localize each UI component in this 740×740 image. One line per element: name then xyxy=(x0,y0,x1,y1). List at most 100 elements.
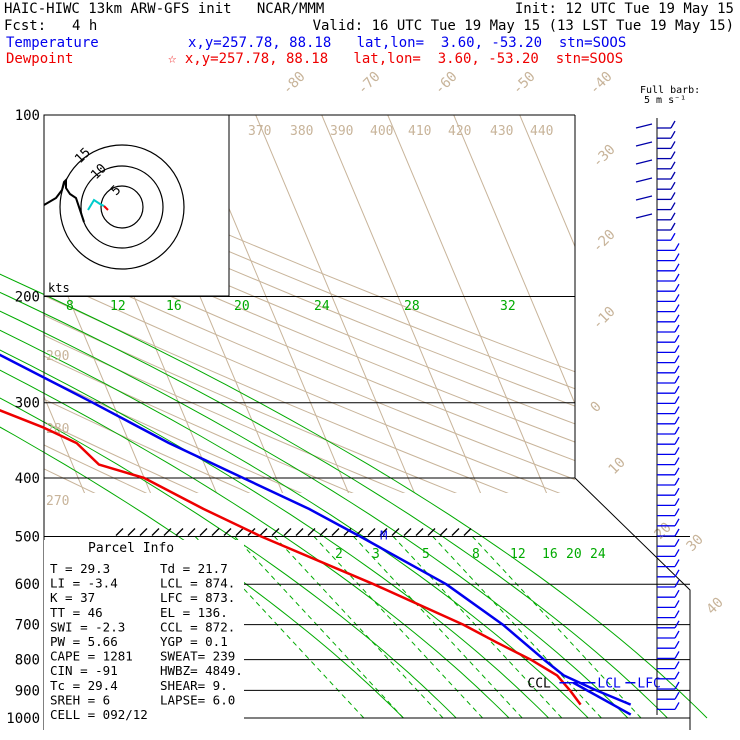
wind-barb-flag xyxy=(674,661,680,669)
wind-barb-flag xyxy=(674,589,680,598)
wind-barb-flag xyxy=(674,600,680,608)
wind-barb-flag xyxy=(674,385,680,394)
moist-adiabat xyxy=(0,273,708,719)
wind-barb-flag xyxy=(674,681,680,690)
pressure-label: 400 xyxy=(15,471,40,487)
dry-adiabat-label: 370 xyxy=(248,124,271,139)
mixing-ratio-label: 5 xyxy=(422,547,430,562)
upper-wind-barb xyxy=(635,159,653,165)
dry-adiabat-label: 410 xyxy=(408,124,431,139)
wind-barb-flag xyxy=(670,171,676,180)
dry-adiabat xyxy=(44,203,575,425)
forecast-label: Fcst: xyxy=(4,18,47,34)
wind-barb-flag xyxy=(674,640,680,649)
hatch-mark xyxy=(403,528,412,536)
isotherm-label: -10 xyxy=(590,304,619,333)
pressure-label: 800 xyxy=(15,653,40,669)
mixing-ratio-label: 16 xyxy=(542,547,558,562)
moist-adiabat-label: 24 xyxy=(314,299,330,314)
wind-barb-flag xyxy=(674,375,680,384)
dry-adiabat-label: 420 xyxy=(448,124,471,139)
hatch-mark xyxy=(259,528,268,536)
upper-wind-barb xyxy=(635,213,653,219)
dry-adiabat xyxy=(44,153,575,373)
wind-barb-flag xyxy=(674,610,680,618)
dry-adiabat-lines xyxy=(44,153,575,493)
isotherm xyxy=(321,115,482,493)
model-title: HAIC-HIWC 13km ARW-GFS init NCAR/MMM xyxy=(4,1,325,17)
upper-wind-barb xyxy=(635,177,653,183)
wind-barb-flag xyxy=(670,130,676,139)
moist-adiabat-label: 8 xyxy=(66,299,74,314)
wind-barb-flag xyxy=(674,671,680,680)
dry-adiabat-label: 290 xyxy=(46,349,69,364)
wind-barb-flag xyxy=(674,518,680,527)
parcel-info-value: Tc = 29.4 xyxy=(50,678,118,693)
hatch-mark xyxy=(463,528,472,536)
parcel-info-value: LFC = 873. xyxy=(160,590,235,605)
hatch-mark xyxy=(211,528,220,536)
isotherm-label: -60 xyxy=(432,69,461,98)
hatch-mark xyxy=(235,528,244,536)
hatch-mark xyxy=(427,528,436,536)
forecast-hour: 4 h xyxy=(72,18,98,34)
pressure-label: 900 xyxy=(15,683,40,699)
pressure-label: 600 xyxy=(15,577,40,593)
wind-barb-flag xyxy=(674,263,680,272)
melting-level-label: M xyxy=(380,528,387,542)
dry-adiabat-label: 380 xyxy=(290,124,313,139)
wind-barb-flag xyxy=(670,192,676,200)
isotherm-label: -40 xyxy=(587,69,616,98)
dewpoint-trace xyxy=(0,409,582,706)
isotherm-label: 30 xyxy=(684,532,707,555)
wind-barb-flag xyxy=(674,457,680,465)
pressure-label: 700 xyxy=(15,618,40,634)
hatch-mark xyxy=(391,528,400,536)
hodograph-trace-upper xyxy=(43,177,85,223)
parcel-info-value: HWBZ= 4849. xyxy=(160,663,243,678)
isotherm-label: 0 xyxy=(588,399,605,416)
wind-barb-flag xyxy=(674,426,680,435)
wind-barb-flag xyxy=(674,487,680,496)
isotherm xyxy=(453,115,575,406)
wind-barb-flag xyxy=(674,498,680,506)
dry-adiabat xyxy=(44,186,575,407)
parcel-info-value: K = 37 xyxy=(50,590,95,605)
moist-adiabat-label: 28 xyxy=(404,299,420,314)
hatch-mark xyxy=(115,528,124,536)
pressure-label: 500 xyxy=(15,529,40,545)
wind-barb-flag xyxy=(670,141,676,149)
moist-adiabat xyxy=(0,310,629,719)
hatch-mark xyxy=(187,528,196,536)
wind-barb-flag xyxy=(674,620,680,629)
wind-barb-flag xyxy=(674,283,680,292)
isotherm-label: 10 xyxy=(606,455,629,478)
wind-barb-flag xyxy=(674,396,680,404)
moist-adiabat xyxy=(0,329,589,719)
moist-adiabat xyxy=(0,291,668,719)
wind-barb-flag xyxy=(670,181,676,190)
temperature-legend-label: Temperature xyxy=(6,35,99,51)
hatch-mark xyxy=(283,528,292,536)
moist-adiabat-label: 12 xyxy=(110,299,126,314)
wind-barb-flag xyxy=(674,406,680,414)
lfc-label: LFC xyxy=(637,677,660,692)
wind-barb-flag xyxy=(674,365,680,374)
parcel-info-value: EL = 136. xyxy=(160,605,228,620)
wind-barbs xyxy=(635,118,680,715)
moist-adiabat-label: 20 xyxy=(234,299,250,314)
dry-adiabat-label: 440 xyxy=(530,124,553,139)
wind-barb-flag xyxy=(674,273,680,282)
hatch-mark xyxy=(163,528,172,536)
barb-legend-units: 5 m s⁻¹ xyxy=(644,95,686,106)
wind-barb-flag xyxy=(674,477,680,486)
parcel-info-value: TT = 46 xyxy=(50,605,103,620)
wind-barb-flag xyxy=(674,304,680,312)
wind-barb-flag xyxy=(670,202,676,210)
hatch-mark xyxy=(319,528,328,536)
wind-barb-flag xyxy=(674,528,680,537)
wind-barb-flag xyxy=(674,334,680,343)
wind-barb-flag xyxy=(674,416,680,425)
isotherm xyxy=(44,395,86,493)
